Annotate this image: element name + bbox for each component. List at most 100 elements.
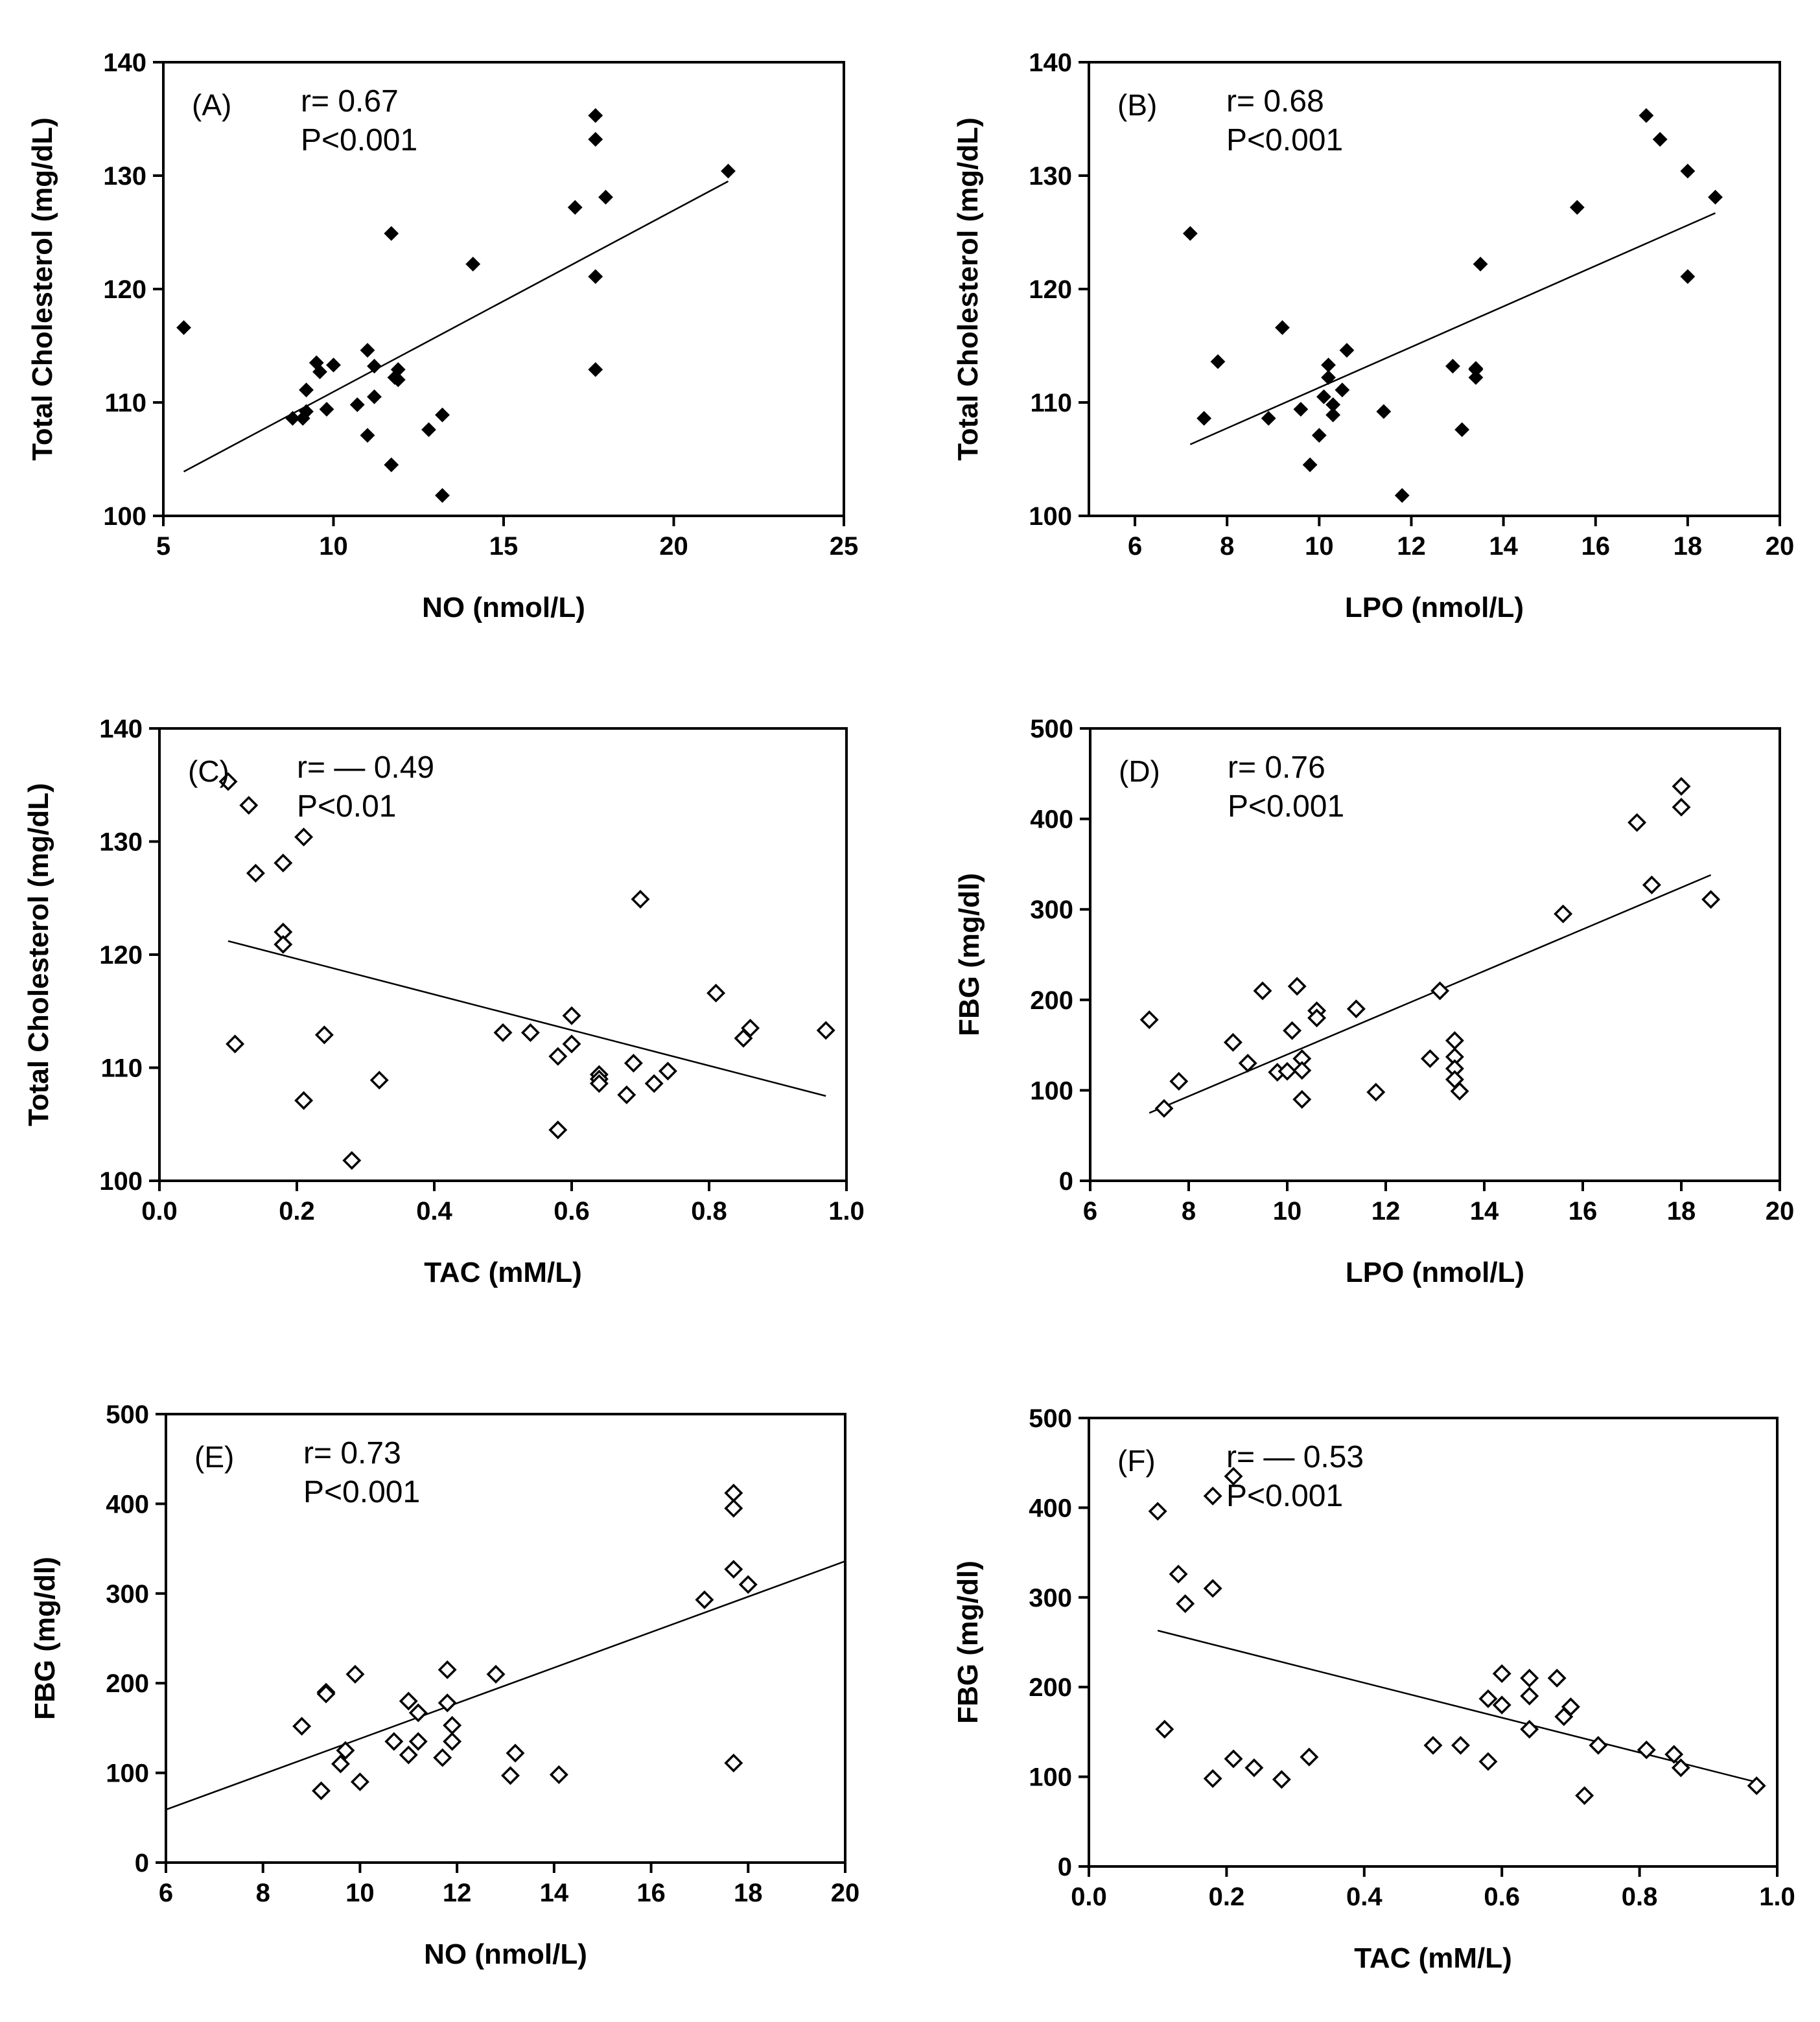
data-point	[1569, 200, 1585, 215]
data-point	[1575, 1786, 1594, 1806]
y-tick-label: 120	[99, 941, 143, 970]
data-point	[1478, 1689, 1498, 1708]
data-point	[501, 1766, 520, 1785]
data-point	[246, 863, 265, 883]
data-point	[1547, 1668, 1567, 1688]
data-point	[1473, 257, 1488, 272]
data-point	[312, 1781, 331, 1800]
data-point	[1468, 370, 1484, 385]
x-tick-label: 18	[1674, 532, 1703, 561]
y-tick-label: 140	[103, 49, 146, 77]
scatter-panel: 6 8 10 12 14 16 18 20 100 110 120 130 140 LPO (nmol/L…	[952, 49, 1794, 623]
y-tick-label: 0	[135, 1849, 149, 1877]
y-tick-label: 400	[106, 1490, 149, 1518]
data-point	[312, 364, 327, 380]
p-value: P<0.001	[303, 1475, 420, 1509]
x-axis-title: TAC (mM/L)	[1354, 1942, 1512, 1974]
data-point	[1203, 1579, 1222, 1598]
y-tick-label: 110	[1030, 389, 1072, 417]
x-axis-title: LPO (nmol/L)	[1346, 1257, 1524, 1288]
x-tick-label: 12	[443, 1879, 472, 1907]
data-point	[1492, 1695, 1511, 1715]
y-tick-label: 100	[103, 502, 146, 531]
data-point	[326, 357, 341, 373]
x-tick-label: 16	[1581, 532, 1610, 561]
data-point	[589, 1074, 609, 1093]
data-point	[1420, 1049, 1440, 1069]
data-point	[1520, 1686, 1539, 1706]
data-point	[724, 1753, 743, 1772]
data-point	[1244, 1758, 1264, 1778]
y-axis-title: Total Cholesterol (mg/dL)	[23, 783, 54, 1126]
data-point	[816, 1021, 835, 1040]
y-tick-label: 130	[99, 828, 143, 857]
data-point	[520, 1023, 540, 1042]
regression-line	[228, 940, 826, 1097]
y-tick-label: 400	[1029, 1494, 1072, 1522]
data-point	[1376, 404, 1392, 419]
data-point	[1671, 1758, 1690, 1778]
x-axis-title: NO (nmol/L)	[422, 592, 585, 623]
data-point	[658, 1062, 677, 1081]
data-point	[1321, 370, 1336, 385]
x-tick-label: 8	[1220, 532, 1234, 561]
data-point	[1300, 1747, 1319, 1767]
data-point	[1423, 1736, 1443, 1755]
data-point	[1154, 1098, 1174, 1118]
data-point	[1335, 382, 1350, 398]
y-tick-label: 0	[1059, 1167, 1073, 1196]
data-point	[314, 1025, 334, 1045]
data-point	[1680, 163, 1696, 179]
data-point	[435, 407, 450, 423]
y-tick-label: 100	[99, 1167, 143, 1196]
data-point	[486, 1664, 506, 1684]
x-tick-label: 0.4	[1346, 1883, 1382, 1911]
panel-label: (C)	[188, 754, 229, 788]
x-tick-label: 16	[1569, 1197, 1598, 1226]
data-point	[1139, 1010, 1159, 1029]
data-point	[443, 1715, 462, 1735]
y-tick-label: 0	[1058, 1853, 1072, 1881]
x-axis-title: NO (nmol/L)	[424, 1938, 587, 1970]
data-point	[438, 1693, 457, 1713]
plot-frame	[1088, 61, 1781, 517]
y-tick-label: 200	[106, 1669, 149, 1698]
x-tick-label: 0.2	[279, 1197, 315, 1226]
data-point	[631, 890, 650, 909]
x-tick-label: 20	[1766, 532, 1795, 561]
correlation-r: r= — 0.53	[1226, 1440, 1364, 1474]
x-tick-label: 10	[345, 1879, 375, 1907]
x-tick-label: 14	[540, 1879, 569, 1907]
regression-line	[1189, 212, 1716, 445]
data-point	[1272, 1770, 1291, 1789]
data-point	[1307, 1008, 1327, 1028]
x-tick-label: 15	[489, 532, 519, 561]
data-point	[588, 362, 603, 377]
data-point	[239, 796, 259, 815]
y-tick-label: 140	[99, 715, 143, 743]
data-point	[1302, 457, 1318, 472]
data-point	[1478, 1752, 1498, 1771]
x-tick-label: 10	[319, 532, 348, 561]
data-point	[1672, 776, 1691, 796]
x-tick-label: 0.0	[1071, 1883, 1107, 1911]
scatter-panel: 5 10 15 20 25 100 110 120 130 140 NO (nmol/L) Total…	[27, 49, 858, 623]
x-tick-label: 10	[1273, 1197, 1302, 1226]
data-point	[1292, 1061, 1312, 1080]
data-point	[724, 1559, 743, 1579]
panel-label: (B)	[1117, 88, 1157, 122]
y-tick-label: 400	[1030, 806, 1073, 834]
data-point	[1176, 1594, 1195, 1613]
data-point	[706, 983, 726, 1003]
data-point	[1642, 876, 1661, 894]
correlation-r: r= — 0.49	[297, 750, 434, 785]
data-point	[421, 422, 436, 437]
scatter-panel: 0.0 0.2 0.4 0.6 0.8 1.0 100 110 120 130 140 TAC (mM…	[23, 715, 865, 1288]
data-point	[1520, 1668, 1539, 1688]
x-tick-label: 6	[159, 1879, 173, 1907]
data-point	[1664, 1745, 1684, 1764]
x-tick-label: 0.6	[554, 1197, 590, 1226]
correlation-r: r= 0.67	[301, 84, 399, 119]
y-tick-label: 100	[1030, 1076, 1073, 1105]
regression-line	[1149, 874, 1712, 1114]
